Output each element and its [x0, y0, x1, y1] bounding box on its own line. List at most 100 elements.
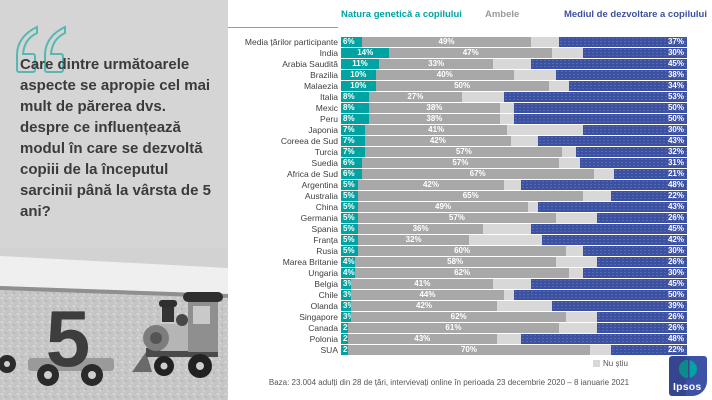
legend-environment: Mediul de dezvoltare a copilului [563, 9, 707, 20]
question-panel: Care dintre următoarele aspecte se aprop… [0, 0, 228, 400]
legend-both: Ambele [485, 9, 520, 20]
stacked-bar: 2% 43% 48% [341, 334, 687, 344]
segment-environment: 30% [583, 246, 687, 256]
value-label: 42% [667, 235, 684, 244]
segment-both: 41% [365, 125, 508, 135]
value-label: 37% [667, 37, 684, 46]
country-label: Franța [313, 235, 338, 245]
segment-both: 62% [354, 268, 570, 278]
segment-environment: 48% [520, 180, 687, 190]
quote-icon [16, 25, 66, 73]
segment-both: 49% [358, 202, 528, 212]
stacked-bar: 6% 67% 21% [341, 169, 687, 179]
value-label: 7% [343, 147, 355, 156]
stacked-bar: 5% 36% 45% [341, 224, 687, 234]
ipsos-wordmark: Ipsos [673, 381, 702, 393]
value-label: 8% [343, 114, 355, 123]
segment-genetics: 5% [341, 180, 359, 190]
segment-environment: 50% [513, 290, 687, 300]
country-label: India [319, 48, 338, 58]
country-label: Africa de Sud [286, 169, 338, 179]
value-label: 50% [667, 114, 684, 123]
bar-row: SUA2% 70% 22% [228, 345, 687, 356]
segment-genetics: 2% [341, 334, 355, 344]
country-label: Arabia Saudită [282, 59, 338, 69]
bar-row: Spania 5% 36% 45% [228, 224, 687, 235]
country-label: Australia [304, 191, 338, 201]
segment-both: 42% [351, 301, 497, 311]
segment-environment: 53% [503, 92, 687, 102]
value-label: 30% [667, 268, 684, 277]
segment-dontknow [593, 169, 615, 179]
segment-both: 57% [361, 158, 559, 168]
segment-genetics: 7% [341, 125, 366, 135]
segment-both: 62% [351, 312, 566, 322]
country-label: Rusia [316, 246, 338, 256]
country-label: Turcia [314, 147, 338, 157]
value-label: 62% [454, 268, 471, 277]
segment-genetics: 10% [341, 70, 376, 80]
value-label: 47% [462, 48, 479, 57]
segment-dontknow [513, 70, 556, 80]
country-label: Olanda [310, 301, 338, 311]
segment-genetics: 3% [341, 301, 355, 311]
segment-genetics: 14% [341, 48, 390, 58]
bar-row: Japonia 7% 41% 30% [228, 125, 687, 136]
value-label: 67% [469, 169, 486, 178]
chart-panel: Natura genetică a copilului Ambele Mediu… [228, 0, 712, 400]
country-label: China [315, 202, 338, 212]
value-label: 3% [343, 279, 355, 288]
stacked-bar: 2% 70% 22% [341, 345, 687, 355]
segment-environment: 48% [520, 334, 687, 344]
segment-environment: 37% [558, 37, 687, 47]
value-label: 26% [667, 257, 684, 266]
country-label: Media țărilor participante [244, 37, 338, 47]
value-label: 26% [667, 312, 684, 321]
segment-both: 27% [368, 92, 463, 102]
bar-row: Suedia 6% 57% 31% [228, 158, 687, 169]
segment-environment: 45% [531, 224, 687, 234]
country-label: Japonia [308, 125, 338, 135]
wall [0, 256, 228, 294]
value-label: 11% [352, 59, 368, 68]
segment-environment: 45% [531, 279, 687, 289]
segment-both: 42% [358, 180, 504, 190]
segment-environment: 22% [610, 345, 687, 355]
segment-both: 33% [379, 59, 494, 69]
bar-row: Arabia Saudită 11% 33% 45% [228, 59, 687, 70]
bar-row: Olanda 3% 42% 39% [228, 301, 687, 312]
segment-environment: 26% [597, 213, 687, 223]
bar-row: Chile 3% 44% 50% [228, 290, 687, 301]
segment-dontknow [482, 224, 532, 234]
segment-both: 43% [347, 334, 497, 344]
segment-environment: 26% [597, 312, 687, 322]
segment-environment: 30% [583, 48, 687, 58]
value-label: 4% [343, 268, 355, 277]
segment-both: 47% [389, 48, 553, 58]
value-label: 57% [448, 213, 465, 222]
value-label: 6% [343, 158, 355, 167]
bar-row: Ungaria 4% 62% 30% [228, 268, 687, 279]
value-label: 42% [416, 301, 433, 310]
bar-row: China 5% 49% 43% [228, 202, 687, 213]
value-label: 7% [343, 136, 355, 145]
segment-environment: 32% [576, 147, 687, 157]
segment-genetics: 6% [341, 158, 362, 168]
segment-genetics: 8% [341, 103, 369, 113]
segment-dontknow [462, 92, 504, 102]
value-label: 61% [445, 323, 462, 332]
country-label: Malaezia [303, 81, 338, 91]
segment-genetics: 5% [341, 235, 359, 245]
value-label: 30% [667, 246, 684, 255]
segment-genetics: 3% [341, 312, 355, 322]
value-label: 3% [343, 290, 355, 299]
value-label: 38% [426, 114, 443, 123]
segment-both: 60% [358, 246, 566, 256]
bar-row: Belgia 3% 41% 45% [228, 279, 687, 290]
segment-genetics: 8% [341, 92, 369, 102]
segment-environment: 30% [583, 268, 687, 278]
value-label: 4% [343, 257, 355, 266]
stacked-bar: 10% 40% 38% [341, 70, 687, 80]
value-label: 5% [343, 180, 355, 189]
bar-row: Singapore 3% 62% 26% [228, 312, 687, 323]
